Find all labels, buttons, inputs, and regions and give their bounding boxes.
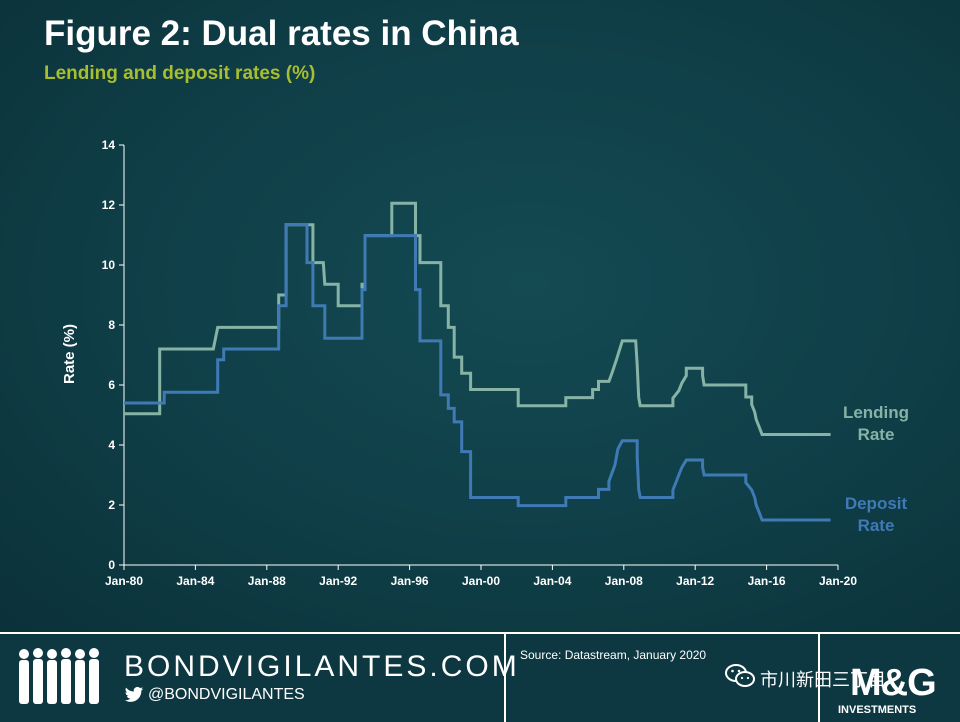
wechat-account-label: 市川新田三丁目 bbox=[760, 670, 886, 690]
x-tick-label: Jan-16 bbox=[748, 574, 786, 588]
chart-background bbox=[0, 0, 960, 632]
series-label-lending: Lending Rate bbox=[826, 402, 926, 446]
series-label-lending-line2: Rate bbox=[857, 425, 895, 444]
y-axis-label: Rate (%) bbox=[61, 324, 78, 384]
page-subtitle: Lending and deposit rates (%) bbox=[44, 63, 316, 84]
x-tick-label: Jan-96 bbox=[391, 574, 429, 588]
source-note: Source: Datastream, January 2020 bbox=[520, 648, 707, 662]
mg-logo: M&G bbox=[850, 662, 937, 704]
line-chart: 0 2 4 6 8 10 12 14 Jan-80 Jan-84 Jan-88 Jan-92 Jan-9… bbox=[61, 138, 858, 588]
chart-axes: 0 2 4 6 8 10 12 14 Jan-80 Jan-84 Jan-88 Jan-92 Jan-9… bbox=[102, 138, 858, 588]
footer-divider bbox=[818, 634, 820, 722]
y-tick-label: 6 bbox=[108, 378, 115, 392]
series-line-deposit bbox=[124, 223, 831, 522]
footer-bar: BONDVIGILANTES.COM @BONDVIGILANTES Sourc… bbox=[0, 632, 960, 722]
x-tick-label: Jan-80 bbox=[105, 574, 143, 588]
series-label-deposit-line2: Rate bbox=[857, 516, 895, 535]
x-tick-label: Jan-20 bbox=[819, 574, 857, 588]
people-silhouette-icon bbox=[19, 648, 99, 704]
brand-handle: @BONDVIGILANTES bbox=[148, 686, 305, 703]
y-tick-label: 4 bbox=[108, 438, 115, 452]
x-tick-label: Jan-92 bbox=[319, 574, 357, 588]
series-label-deposit: Deposit Rate bbox=[826, 493, 926, 537]
y-tick-label: 14 bbox=[102, 138, 116, 152]
x-tick-label: Jan-00 bbox=[462, 574, 500, 588]
wechat-icon bbox=[725, 664, 755, 687]
y-tick-label: 2 bbox=[108, 498, 115, 512]
y-tick-label: 0 bbox=[108, 558, 115, 572]
series-label-lending-line1: Lending bbox=[842, 403, 910, 422]
x-tick-label: Jan-12 bbox=[676, 574, 714, 588]
brand-name: BONDVIGILANTES.COM bbox=[124, 650, 520, 683]
twitter-bird-icon bbox=[124, 686, 144, 702]
footer-divider bbox=[504, 634, 506, 722]
page-title: Figure 2: Dual rates in China bbox=[44, 14, 519, 53]
y-tick-label: 12 bbox=[102, 198, 116, 212]
x-tick-label: Jan-84 bbox=[176, 574, 214, 588]
series-label-deposit-line1: Deposit bbox=[844, 494, 908, 513]
y-tick-label: 8 bbox=[108, 318, 115, 332]
chart-series bbox=[124, 201, 831, 522]
mg-logo-subtitle: INVESTMENTS bbox=[838, 704, 917, 716]
series-line-lending bbox=[124, 201, 831, 436]
x-tick-label: Jan-08 bbox=[605, 574, 643, 588]
y-tick-label: 10 bbox=[102, 258, 116, 272]
x-tick-label: Jan-04 bbox=[533, 574, 571, 588]
x-tick-label: Jan-88 bbox=[248, 574, 286, 588]
